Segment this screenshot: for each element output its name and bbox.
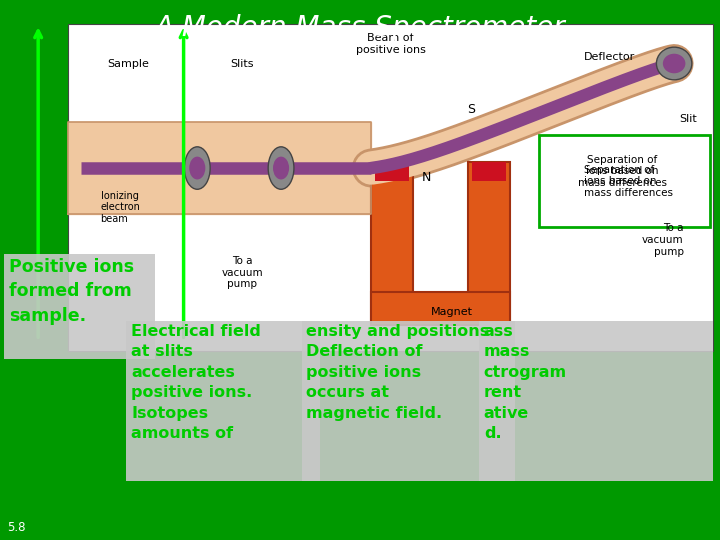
Text: Electrical field
at slits
accelerates
positive ions.
Isotopes
amounts of: Electrical field at slits accelerates po…	[131, 324, 261, 441]
Text: 5.8: 5.8	[7, 521, 26, 534]
Ellipse shape	[663, 53, 685, 73]
FancyBboxPatch shape	[468, 161, 510, 325]
Text: To a
vacuum
pump: To a vacuum pump	[642, 224, 684, 256]
FancyBboxPatch shape	[4, 254, 155, 359]
Ellipse shape	[657, 47, 692, 80]
Text: ensity and positions
Deflection of
positive ions
occurs at
magnetic field.: ensity and positions Deflection of posit…	[306, 324, 490, 421]
FancyBboxPatch shape	[68, 24, 713, 351]
Ellipse shape	[268, 147, 294, 190]
Text: Beam of
positive ions: Beam of positive ions	[356, 33, 426, 55]
Text: S: S	[467, 103, 475, 116]
Polygon shape	[68, 122, 372, 214]
FancyBboxPatch shape	[302, 321, 515, 481]
FancyBboxPatch shape	[375, 161, 409, 181]
Ellipse shape	[184, 147, 210, 190]
Text: Deflector: Deflector	[584, 52, 635, 62]
FancyBboxPatch shape	[372, 161, 413, 325]
Text: To a
vacuum
pump: To a vacuum pump	[222, 256, 264, 289]
Text: N: N	[421, 171, 431, 184]
FancyBboxPatch shape	[539, 136, 710, 227]
Text: Sample: Sample	[107, 58, 149, 69]
Text: Slit: Slit	[679, 114, 697, 124]
Text: ass
mass
ctrogram
rent
ative
d.: ass mass ctrogram rent ative d.	[484, 324, 567, 441]
Text: Magnet: Magnet	[431, 307, 473, 317]
FancyBboxPatch shape	[372, 292, 510, 325]
Ellipse shape	[273, 157, 289, 179]
Text: Ionizing
electron
beam: Ionizing electron beam	[101, 191, 140, 224]
Text: Positive ions
formed from
sample.: Positive ions formed from sample.	[9, 258, 134, 325]
Text: Slits: Slits	[230, 58, 254, 69]
FancyBboxPatch shape	[479, 321, 713, 481]
Text: A Modern Mass Spectrometer: A Modern Mass Spectrometer	[155, 14, 565, 42]
FancyBboxPatch shape	[126, 321, 320, 481]
Ellipse shape	[189, 157, 205, 179]
FancyBboxPatch shape	[472, 161, 505, 181]
Text: Separation of
ions based on
mass differences: Separation of ions based on mass differe…	[578, 155, 667, 188]
Text: Separation of
ions based on
mass differences: Separation of ions based on mass differe…	[584, 165, 673, 198]
